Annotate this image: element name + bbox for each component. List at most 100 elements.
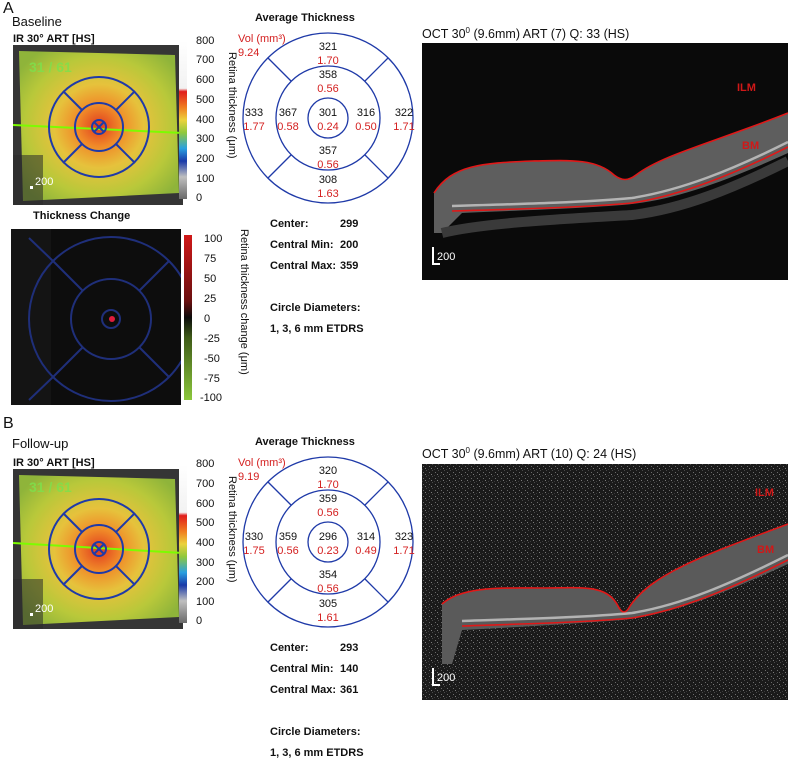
- outer-inferior-volume: 1.61: [317, 612, 338, 624]
- center-volume: 0.23: [317, 545, 338, 557]
- oct-bscan-image: ILM BM 200: [422, 43, 788, 280]
- panel-title: Baseline: [12, 14, 62, 29]
- outer-temporal-thickness: 333: [245, 107, 263, 119]
- scale-label: 200: [35, 176, 54, 188]
- inner-nasal-volume: 0.49: [355, 545, 376, 557]
- oct-scale-bar: [432, 247, 434, 265]
- thickness-colorbar: [179, 465, 187, 623]
- colorbar-tick: 200: [196, 153, 215, 165]
- stat-value: 293: [340, 642, 359, 654]
- circle-diameters-title: Circle Diameters:: [270, 726, 361, 738]
- stat-label: Central Min:: [270, 239, 334, 251]
- thickness-map-image: 31 / 61 200: [13, 45, 183, 205]
- colorbar-tick: 0: [204, 313, 211, 325]
- colorbar-tick: 50: [204, 273, 217, 285]
- quality-overlay: 31 / 61: [29, 479, 72, 495]
- colorbar-tick: 100: [196, 596, 215, 608]
- colorbar-tick: 300: [196, 557, 215, 569]
- outer-temporal-volume: 1.75: [243, 545, 264, 557]
- colorbar-tick: 500: [196, 517, 215, 529]
- inner-temporal-volume: 0.56: [277, 545, 298, 557]
- circle-diameters-title: Circle Diameters:: [270, 302, 361, 314]
- inner-inferior-thickness: 357: [319, 145, 337, 157]
- outer-temporal-volume: 1.77: [243, 121, 264, 133]
- outer-inferior-thickness: 305: [319, 598, 337, 610]
- colorbar-tick: 300: [196, 133, 215, 145]
- colorbar-tick: 500: [196, 94, 215, 106]
- colorbar-tick: 25: [204, 293, 217, 305]
- inner-inferior-thickness: 354: [319, 569, 337, 581]
- outer-superior-thickness: 320: [319, 465, 337, 477]
- inner-nasal-thickness: 316: [357, 107, 375, 119]
- stat-value: 359: [340, 260, 359, 272]
- stat-label: Center:: [270, 642, 309, 654]
- thickness-colorbar: [179, 41, 187, 199]
- scale-mark: [30, 613, 33, 616]
- ilm-line: [433, 112, 788, 194]
- outer-nasal-volume: 1.71: [393, 545, 414, 557]
- stat-value: 200: [340, 239, 359, 251]
- colorbar-tick: 400: [196, 537, 215, 549]
- panel-letter: A: [3, 0, 14, 17]
- circle-diameters-value: 1, 3, 6 mm ETDRS: [270, 323, 364, 335]
- thickness-change-image: [11, 229, 181, 405]
- bm-line: [461, 559, 788, 627]
- outer-superior-thickness: 321: [319, 41, 337, 53]
- stat-label: Central Max:: [270, 684, 337, 696]
- oct-scale-bar: [432, 668, 434, 686]
- etdrs-grid: Vol (mm³) 9.24 321 1.70 358 0.56 333 1.7…: [238, 32, 415, 204]
- colorbar-tick: -100: [200, 392, 223, 404]
- ilm-label: ILM: [737, 82, 756, 94]
- outer-nasal-thickness: 322: [395, 107, 413, 119]
- colorbar-tick: 0: [196, 192, 203, 204]
- outer-nasal-volume: 1.71: [393, 121, 414, 133]
- ir-image-label: IR 30° ART [HS]: [13, 457, 95, 469]
- oct-scale-label: 200: [437, 672, 456, 684]
- vol-value: 9.19: [238, 471, 259, 483]
- colorbar-tick: -50: [204, 353, 220, 365]
- etdrs-grid: Vol (mm³) 9.19 320 1.70 359 0.56 330 1.7…: [238, 456, 415, 628]
- inner-inferior-volume: 0.56: [317, 583, 338, 595]
- colorbar-tick: -75: [204, 373, 220, 385]
- oct-bscan-image: ILM BM 200: [422, 464, 788, 700]
- colorbar-tick: 600: [196, 498, 215, 510]
- colorbar-tick: 600: [196, 74, 215, 86]
- inner-temporal-thickness: 359: [279, 531, 297, 543]
- ir-image-label: IR 30° ART [HS]: [13, 33, 95, 45]
- oct-title: OCT 300 (9.6mm) ART (10) Q: 24 (HS): [422, 446, 637, 462]
- thickness-stats: Center: 299 Central Min: 200 Central Max: 3…: [270, 218, 410, 281]
- vol-label: Vol (mm³): [238, 33, 286, 45]
- stat-value: 361: [340, 684, 359, 696]
- stat-label: Central Min:: [270, 663, 334, 675]
- thickness-stats: Center: 293 Central Min: 140 Central Max: 3…: [270, 642, 410, 705]
- ilm-line: [441, 523, 788, 613]
- colorbar-tick: 400: [196, 114, 215, 126]
- thickness-map-image: 31 / 61 200: [13, 469, 183, 629]
- outer-inferior-thickness: 308: [319, 174, 337, 186]
- colorbar-tick: 200: [196, 576, 215, 588]
- colorbar-tick: 100: [196, 173, 215, 185]
- vol-label: Vol (mm³): [238, 457, 286, 469]
- center-volume: 0.24: [317, 121, 338, 133]
- inner-nasal-thickness: 314: [357, 531, 375, 543]
- colorbar-tick: 800: [196, 458, 215, 470]
- colorbar-tick: 700: [196, 478, 215, 490]
- scale-label: 200: [35, 603, 54, 615]
- quality-overlay: 31 / 61: [29, 59, 72, 75]
- inner-temporal-thickness: 367: [279, 107, 297, 119]
- colorbar-tick: 75: [204, 253, 217, 265]
- outer-superior-volume: 1.70: [317, 55, 338, 67]
- bm-line: [451, 146, 788, 212]
- inner-superior-volume: 0.56: [317, 83, 338, 95]
- inner-temporal-volume: 0.58: [277, 121, 298, 133]
- colorbar-tick: 800: [196, 35, 215, 47]
- average-thickness-title: Average Thickness: [255, 12, 355, 24]
- stat-value: 140: [340, 663, 359, 675]
- outer-temporal-thickness: 330: [245, 531, 263, 543]
- outer-superior-volume: 1.70: [317, 479, 338, 491]
- bm-label: BM: [757, 544, 775, 556]
- colorbar-tick: 700: [196, 54, 215, 66]
- inner-superior-thickness: 359: [319, 493, 337, 505]
- inner-inferior-volume: 0.56: [317, 159, 338, 171]
- center-thickness: 301: [319, 107, 337, 119]
